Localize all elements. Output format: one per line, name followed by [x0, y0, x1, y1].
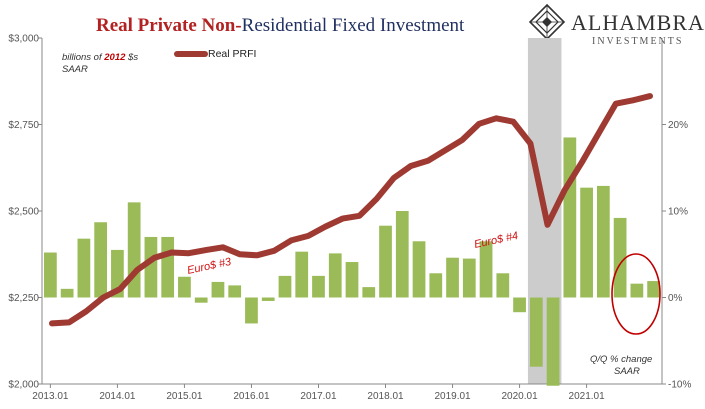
annotation-euro4: Euro$ #4: [473, 230, 519, 251]
chart-title: Real Private Non-Residential Fixed Inves…: [96, 15, 465, 36]
chart-title-part2: Residential Fixed Investment: [242, 15, 465, 36]
left-tick-label-4: $3,000: [8, 34, 39, 45]
logo-subtitle: INVESTMENTS: [592, 36, 683, 47]
bar-16: [312, 275, 325, 298]
units-note: billions of 2012 $s: [62, 52, 138, 63]
bar-22: [412, 241, 426, 298]
real-prfi-line: [49, 93, 653, 327]
bar-11: [228, 285, 242, 298]
bar-18: [345, 262, 359, 298]
bar-30: [546, 297, 560, 386]
x-tick-label-5: 2018.01: [367, 391, 404, 402]
alhambra-logo: ALHAMBRA INVESTMENTS: [528, 3, 705, 47]
bar-8: [178, 276, 191, 298]
x-tick-label-3: 2016.01: [233, 391, 270, 402]
legend-label: Real PRFI: [208, 48, 256, 60]
bar-32: [580, 187, 593, 298]
pct-change-note-saar: SAAR: [614, 366, 640, 377]
bar-24: [446, 257, 459, 298]
bar-7: [161, 236, 175, 298]
bar-35: [630, 283, 644, 298]
right-tick-label-2: 10%: [668, 207, 688, 218]
annotation-euro3: Euro$ #3: [186, 256, 233, 277]
bar-12: [245, 297, 258, 324]
bar-1: [60, 288, 74, 298]
line-series: [49, 93, 653, 327]
bar-series: [44, 137, 660, 386]
right-tick-label-3: 20%: [668, 120, 688, 131]
bar-15: [295, 251, 309, 298]
units-note-word-2: $s: [127, 52, 138, 63]
highlight-ellipse: [611, 253, 661, 335]
tick-labels: $2,000 $2,250 $2,500 $2,750 $3,000 -10% 0% 10% 2…: [8, 34, 691, 403]
legend: Real PRFI: [174, 48, 256, 60]
bar-36: [647, 281, 660, 298]
logo-name: ALHAMBRA: [571, 10, 705, 35]
units-note-year: 2012: [103, 52, 126, 63]
right-tick-label-1: 0%: [668, 293, 683, 304]
left-tick-label-0: $2,000: [8, 380, 39, 391]
bar-3: [94, 222, 108, 298]
units-note-word-1: billions of: [62, 52, 103, 63]
bar-9: [194, 297, 208, 303]
bar-33: [596, 185, 610, 298]
bar-19: [362, 287, 376, 298]
x-tick-label-1: 2014.01: [99, 391, 136, 402]
x-tick-label-4: 2017.01: [300, 391, 337, 402]
x-tick-label-7: 2020.01: [501, 391, 538, 402]
left-tick-label-1: $2,250: [8, 293, 39, 304]
logo-emblem-icon: [528, 3, 566, 41]
bar-34: [613, 217, 627, 298]
right-tick-label-0: -10%: [668, 380, 691, 391]
bar-25: [462, 258, 476, 298]
bar-6: [144, 236, 158, 298]
bar-5: [127, 202, 141, 298]
x-tick-label-8: 2021.01: [569, 391, 606, 402]
bar-29: [529, 297, 543, 367]
bar-17: [328, 253, 342, 298]
pct-change-note: Q/Q % change: [590, 354, 652, 365]
bar-20: [379, 225, 392, 298]
bar-13: [261, 297, 275, 301]
units-note-saar: SAAR: [62, 64, 88, 75]
bar-26: [479, 241, 493, 298]
bar-10: [211, 281, 225, 298]
bar-14: [278, 275, 292, 298]
x-tick-label-2: 2015.01: [166, 391, 203, 402]
chart-title-part1: Real Private Non-: [96, 15, 242, 36]
bar-21: [395, 211, 409, 298]
bar-31: [563, 137, 577, 298]
bar-0: [44, 252, 57, 298]
left-tick-label-3: $2,750: [8, 120, 39, 131]
bar-2: [77, 238, 91, 298]
bar-28: [513, 297, 526, 313]
x-tick-label-6: 2019.01: [434, 391, 471, 402]
x-tick-label-0: 2013.01: [32, 391, 69, 402]
left-tick-label-2: $2,500: [8, 207, 39, 218]
bar-23: [429, 273, 443, 298]
bar-27: [496, 273, 510, 298]
